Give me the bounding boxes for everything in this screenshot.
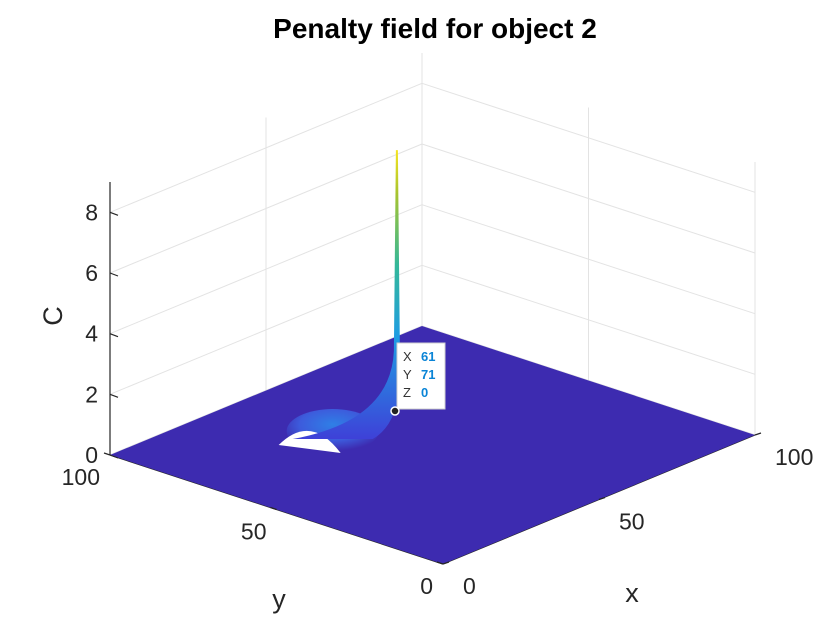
y-tick [270, 506, 277, 511]
datatip-x-value: 61 [421, 349, 435, 364]
datatip-marker [390, 406, 400, 416]
z-tick [109, 272, 119, 277]
x-tick-label: 0 [463, 573, 476, 599]
z-axis-label: C [38, 306, 68, 326]
x-tick-label: 50 [619, 509, 645, 535]
datatip-z-value: 0 [421, 385, 428, 400]
datatip-x-key: X [403, 349, 412, 364]
chart-title: Penalty field for object 2 [273, 13, 597, 44]
y-tick-label: 50 [241, 519, 267, 545]
z-tick [109, 333, 119, 338]
y-axis-label: y [272, 584, 286, 614]
x-tick [598, 496, 606, 501]
y-tick-label: 0 [420, 573, 433, 599]
z-tick-label: 2 [85, 381, 98, 407]
z-tick [109, 454, 119, 459]
y-tick [436, 561, 444, 565]
datatip[interactable]: X 61 Y 71 Z 0 [390, 342, 446, 416]
surface [110, 150, 755, 564]
datatip-z-key: Z [403, 385, 411, 400]
x-tick [754, 432, 762, 436]
surface-floor [110, 326, 755, 564]
z-tick-label: 6 [85, 260, 98, 286]
x-axis-label: x [625, 578, 639, 608]
x-tick [442, 561, 450, 565]
z-tick-label: 8 [85, 199, 98, 225]
y-tick [103, 452, 111, 456]
datatip-box [396, 342, 446, 410]
z-tick [109, 211, 119, 216]
x-tick-label: 100 [775, 444, 813, 470]
datatip-y-key: Y [403, 367, 412, 382]
z-tick [109, 393, 119, 398]
surface-spike [292, 150, 401, 440]
y-tick-label: 100 [62, 464, 100, 490]
datatip-y-value: 71 [421, 367, 435, 382]
z-tick-label: 0 [85, 442, 98, 468]
surface-hollow [278, 430, 341, 454]
z-tick-label: 4 [85, 321, 98, 347]
